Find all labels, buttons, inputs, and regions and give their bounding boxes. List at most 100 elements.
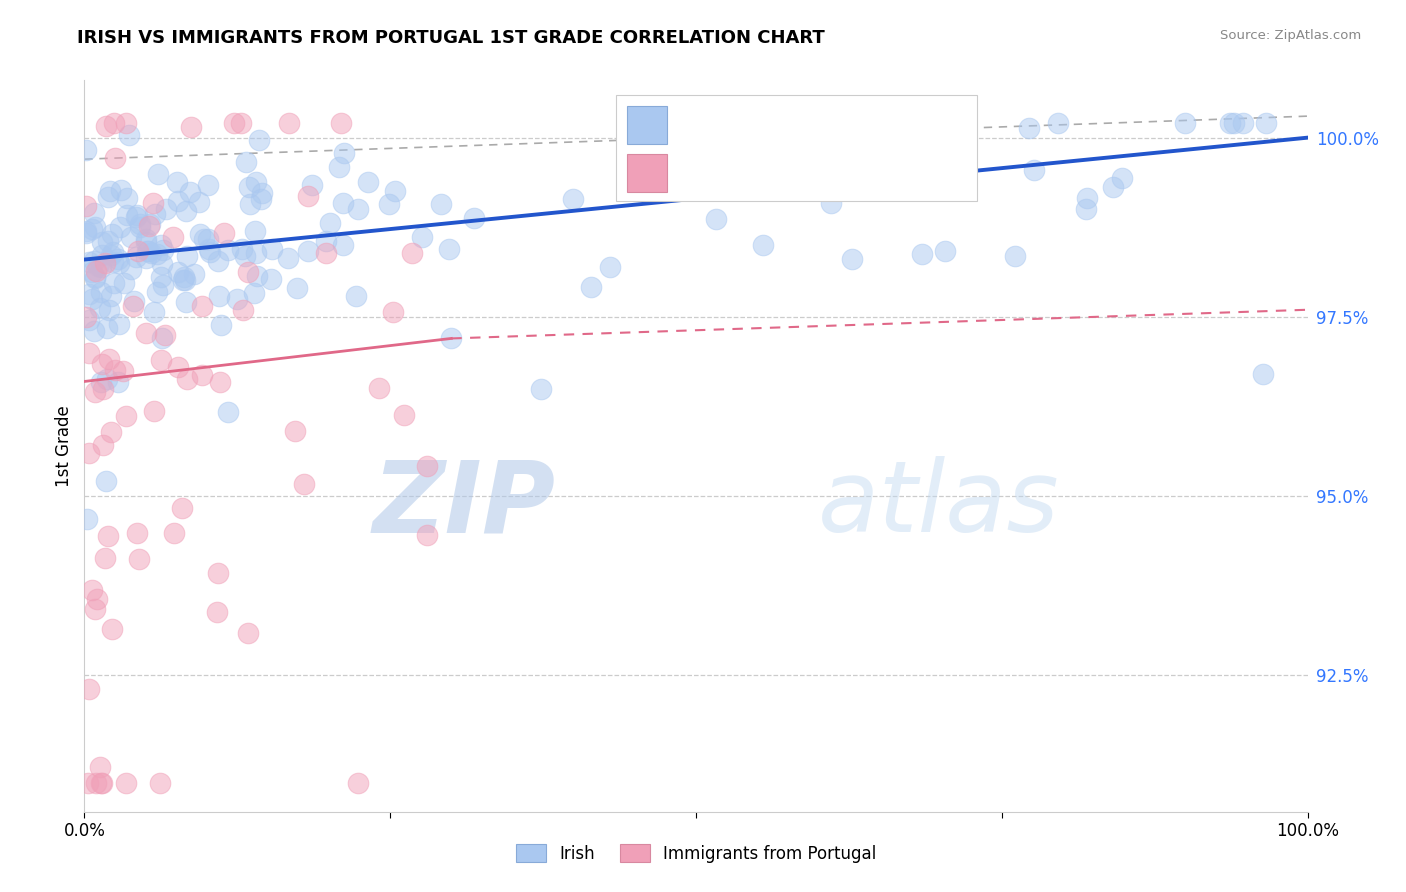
- Point: [416, 458, 439, 473]
- Point: [1219, 116, 1241, 130]
- Point: [318, 216, 340, 230]
- Point: [209, 318, 232, 332]
- Point: [127, 244, 149, 258]
- Point: [344, 289, 367, 303]
- Point: [249, 192, 271, 206]
- Point: [430, 197, 453, 211]
- Point: [77, 255, 100, 269]
- Point: [463, 211, 485, 225]
- Point: [91, 438, 114, 452]
- Point: [197, 178, 219, 192]
- Point: [599, 260, 621, 274]
- Point: [114, 409, 136, 423]
- Point: [176, 372, 198, 386]
- Point: [108, 219, 131, 234]
- Point: [207, 253, 229, 268]
- Point: [152, 244, 174, 258]
- Point: [191, 299, 214, 313]
- Point: [167, 265, 190, 279]
- Point: [190, 368, 212, 382]
- Point: [882, 153, 904, 168]
- Point: [125, 210, 148, 224]
- Point: [292, 476, 315, 491]
- Point: [174, 295, 197, 310]
- Point: [84, 264, 107, 278]
- Y-axis label: 1st Grade: 1st Grade: [55, 405, 73, 487]
- Point: [153, 327, 176, 342]
- Point: [212, 226, 235, 240]
- Point: [79, 446, 101, 460]
- Point: [75, 310, 97, 324]
- Point: [1111, 170, 1133, 185]
- Point: [97, 529, 120, 543]
- Point: [110, 183, 132, 197]
- Point: [209, 376, 232, 390]
- Point: [77, 312, 100, 326]
- Point: [948, 121, 970, 136]
- Point: [82, 292, 104, 306]
- Point: [277, 251, 299, 265]
- Point: [277, 116, 299, 130]
- Point: [129, 219, 152, 234]
- Point: [440, 331, 463, 345]
- Point: [90, 260, 112, 274]
- Point: [118, 128, 141, 142]
- Point: [100, 227, 122, 242]
- Point: [830, 150, 852, 164]
- Point: [77, 345, 100, 359]
- Point: [128, 218, 150, 232]
- Point: [97, 303, 120, 318]
- Point: [76, 512, 98, 526]
- Point: [911, 246, 934, 260]
- Point: [100, 248, 122, 262]
- Point: [103, 254, 125, 268]
- Point: [149, 776, 172, 790]
- Point: [96, 321, 118, 335]
- Point: [100, 425, 122, 439]
- Point: [121, 299, 143, 313]
- Point: [579, 279, 602, 293]
- Point: [166, 194, 188, 209]
- Point: [246, 269, 269, 284]
- Point: [96, 475, 118, 489]
- Point: [101, 622, 124, 636]
- Text: ZIP: ZIP: [373, 456, 555, 553]
- Point: [328, 160, 350, 174]
- Point: [226, 292, 249, 306]
- Point: [145, 207, 167, 221]
- Point: [76, 776, 98, 790]
- Point: [75, 144, 97, 158]
- Point: [170, 500, 193, 515]
- Point: [262, 242, 284, 256]
- Point: [117, 191, 139, 205]
- Text: atlas: atlas: [818, 456, 1060, 553]
- Point: [139, 217, 162, 231]
- Point: [704, 211, 727, 226]
- Point: [217, 405, 239, 419]
- Point: [183, 267, 205, 281]
- Point: [381, 305, 404, 319]
- Point: [108, 317, 131, 331]
- Point: [347, 776, 370, 790]
- Point: [1174, 116, 1197, 130]
- Point: [329, 116, 352, 130]
- Point: [357, 175, 380, 189]
- Point: [197, 232, 219, 246]
- Point: [245, 224, 267, 238]
- Point: [236, 626, 259, 640]
- Point: [1076, 202, 1098, 216]
- Point: [94, 551, 117, 566]
- Point: [90, 357, 112, 371]
- Point: [125, 208, 148, 222]
- Point: [112, 276, 135, 290]
- Point: [917, 136, 939, 151]
- Point: [934, 116, 956, 130]
- Point: [217, 243, 239, 257]
- Point: [188, 227, 211, 241]
- Point: [87, 260, 110, 274]
- Point: [176, 249, 198, 263]
- Point: [89, 760, 111, 774]
- Point: [180, 120, 202, 134]
- Point: [150, 256, 173, 270]
- Point: [142, 305, 165, 319]
